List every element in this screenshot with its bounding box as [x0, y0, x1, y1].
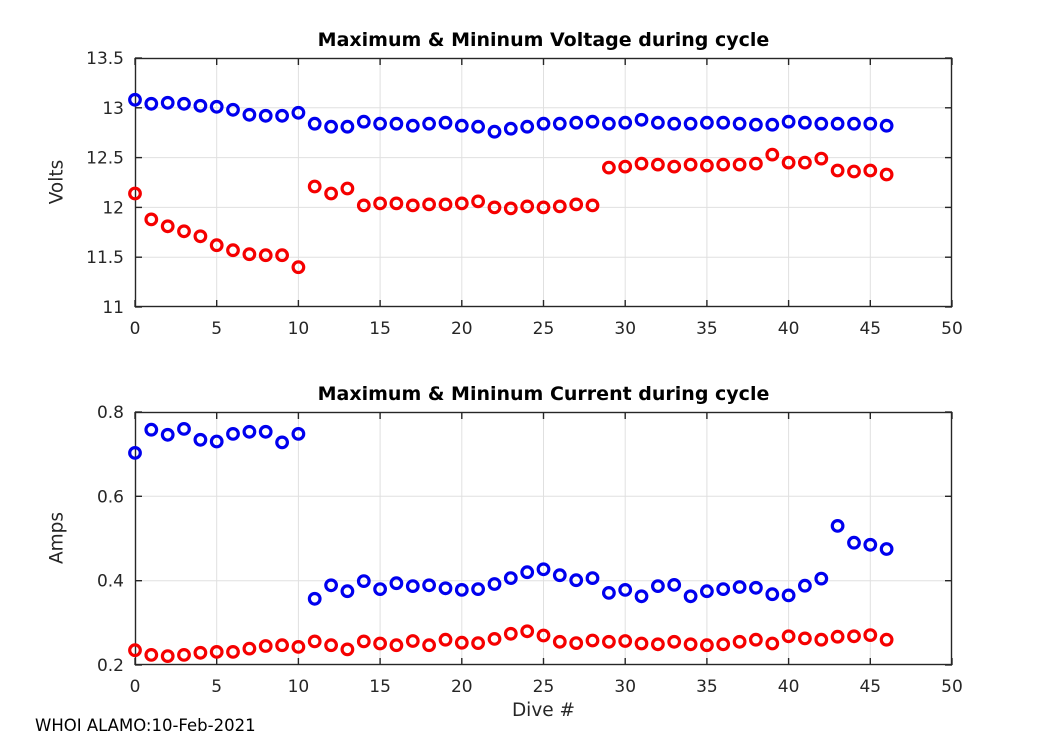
- current-y-axis-label: Amps: [46, 511, 68, 565]
- current-plot-canvas: 0 5 10 15 20 25 30 35 40 45 50 0.2 0.4 0.6 0.8: [97, 403, 963, 697]
- svg-text:10: 10: [288, 677, 310, 697]
- svg-text:20: 20: [451, 319, 473, 339]
- svg-text:50: 50: [941, 319, 963, 339]
- svg-text:0.8: 0.8: [97, 403, 124, 423]
- svg-text:40: 40: [778, 319, 800, 339]
- svg-text:13: 13: [102, 99, 124, 119]
- voltage-chart-title: Maximum & Mininum Voltage during cycle: [317, 29, 770, 51]
- svg-text:13.5: 13.5: [86, 49, 124, 69]
- voltage-plot-canvas: 0 5 10 15 20 25 30 35 40 45 50 11 11.5 12 12.5 13 13.5: [86, 49, 963, 339]
- svg-text:12.5: 12.5: [86, 149, 124, 169]
- svg-text:0.2: 0.2: [97, 656, 124, 676]
- svg-text:12: 12: [102, 198, 124, 218]
- svg-text:15: 15: [369, 319, 391, 339]
- svg-text:0: 0: [130, 677, 141, 697]
- svg-text:15: 15: [369, 677, 391, 697]
- current-chart-title: Maximum & Mininum Current during cycle: [317, 383, 770, 405]
- svg-text:25: 25: [533, 319, 555, 339]
- voltage-y-axis-label: Volts: [46, 159, 68, 205]
- svg-text:35: 35: [696, 319, 718, 339]
- svg-text:45: 45: [859, 319, 881, 339]
- svg-text:30: 30: [614, 677, 636, 697]
- svg-text:0.4: 0.4: [97, 572, 124, 592]
- svg-text:45: 45: [859, 677, 881, 697]
- svg-text:25: 25: [533, 677, 555, 697]
- figure-caption: WHOI ALAMO:10-Feb-2021: [35, 716, 256, 735]
- svg-text:11.5: 11.5: [86, 248, 124, 268]
- svg-text:20: 20: [451, 677, 473, 697]
- svg-text:50: 50: [941, 677, 963, 697]
- svg-text:40: 40: [778, 677, 800, 697]
- svg-text:0: 0: [130, 319, 141, 339]
- svg-text:5: 5: [211, 319, 222, 339]
- x-axis-label: Dive #: [511, 700, 576, 721]
- svg-text:10: 10: [288, 319, 310, 339]
- svg-text:35: 35: [696, 677, 718, 697]
- svg-text:30: 30: [614, 319, 636, 339]
- svg-text:11: 11: [102, 298, 124, 318]
- svg-text:5: 5: [211, 677, 222, 697]
- svg-text:0.6: 0.6: [97, 487, 124, 507]
